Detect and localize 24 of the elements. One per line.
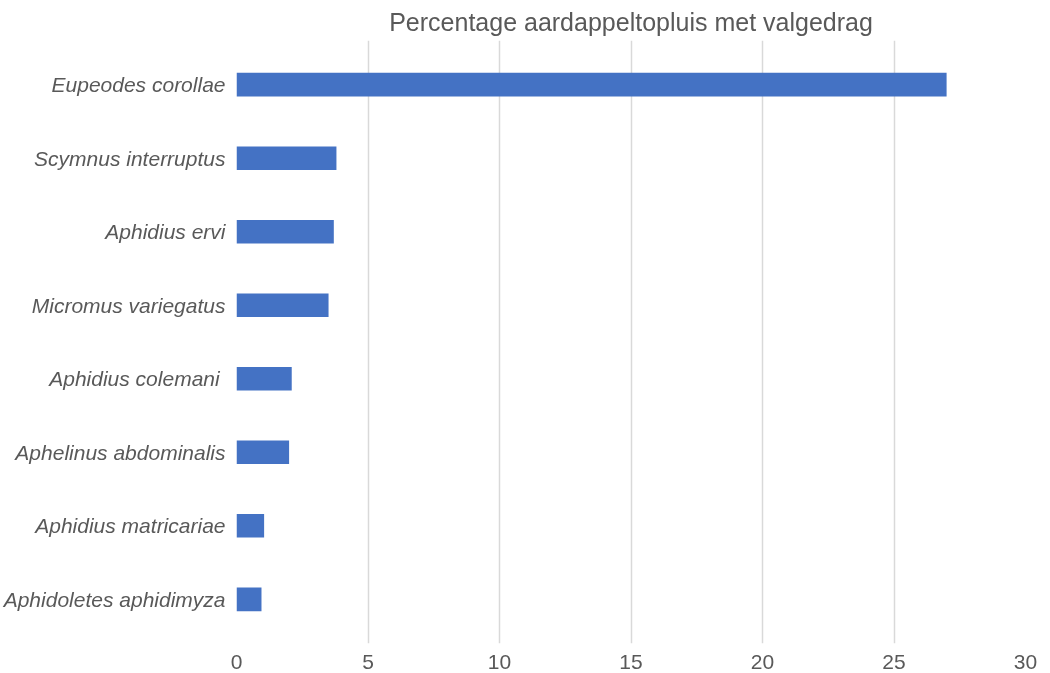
bar	[236, 72, 947, 97]
x-tick-label: 10	[487, 649, 512, 673]
y-tick-label: Eupeodes corollae	[51, 73, 226, 97]
x-tick-label: 20	[750, 649, 775, 673]
bar	[236, 514, 265, 538]
bar	[236, 587, 262, 612]
chart-title: Percentage aardappeltopluis met valgedrag	[389, 7, 873, 36]
y-tick-label: Scymnus interruptus	[34, 146, 226, 170]
y-tick-label: Micromus variegatus	[31, 293, 226, 317]
bar	[236, 219, 334, 244]
bar	[236, 440, 290, 465]
y-tick-label: Aphidius matricariae	[33, 514, 226, 538]
bar	[236, 367, 292, 391]
x-tick-label: 30	[1013, 649, 1038, 673]
y-tick-label: Aphidius colemani	[47, 367, 221, 391]
x-tick-label: 15	[619, 649, 643, 673]
bar	[236, 293, 329, 317]
y-tick-label: Aphidoletes aphidimyza	[1, 587, 226, 611]
y-tick-label: Aphelinus abdominalis	[13, 440, 226, 464]
y-tick-label: Aphidius ervi	[103, 220, 227, 244]
x-tick-label: 5	[362, 649, 374, 673]
x-tick-label: 25	[882, 649, 906, 673]
bar	[236, 146, 337, 170]
x-tick-label: 0	[230, 649, 243, 673]
